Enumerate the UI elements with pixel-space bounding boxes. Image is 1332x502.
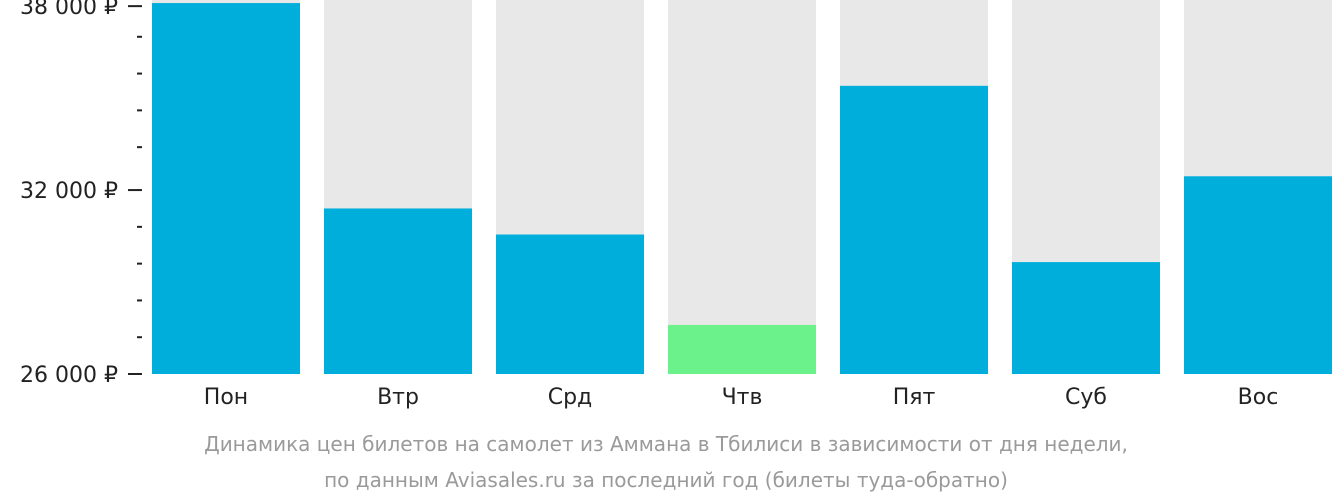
bar: [840, 85, 988, 375]
x-tick-label: Чтв: [722, 385, 763, 410]
price-by-weekday-chart: 38 000 ₽ 32 000 ₽ 26 000 ₽ Пон Втр Срд Чтв Пят…: [20, 0, 1332, 410]
x-axis-labels: Пон Втр Срд Чтв Пят Суб Вос: [204, 385, 1279, 410]
x-tick-label: Суб: [1065, 385, 1107, 410]
x-tick-label: Пят: [893, 385, 936, 410]
x-tick-label: Пон: [204, 385, 248, 410]
bar: [496, 234, 644, 374]
chart-caption-line-1: Динамика цен билетов на самолет из Амман…: [204, 432, 1128, 456]
chart-caption-line-2: по данным Aviasales.ru за последний год …: [324, 468, 1008, 492]
bar: [1184, 176, 1332, 374]
bars: [152, 0, 1332, 375]
y-tick-label: 32 000 ₽: [20, 179, 118, 204]
x-tick-label: Втр: [377, 385, 419, 410]
x-tick-label: Срд: [548, 385, 593, 410]
x-tick-label: Вос: [1238, 385, 1279, 410]
bar: [152, 3, 300, 374]
bar-background: [668, 0, 816, 374]
bar: [1012, 262, 1160, 374]
bar: [324, 208, 472, 374]
bar: [668, 324, 816, 374]
y-tick-label: 26 000 ₽: [20, 363, 118, 388]
y-axis: 38 000 ₽ 32 000 ₽ 26 000 ₽: [20, 0, 142, 388]
y-tick-label: 38 000 ₽: [20, 0, 118, 20]
